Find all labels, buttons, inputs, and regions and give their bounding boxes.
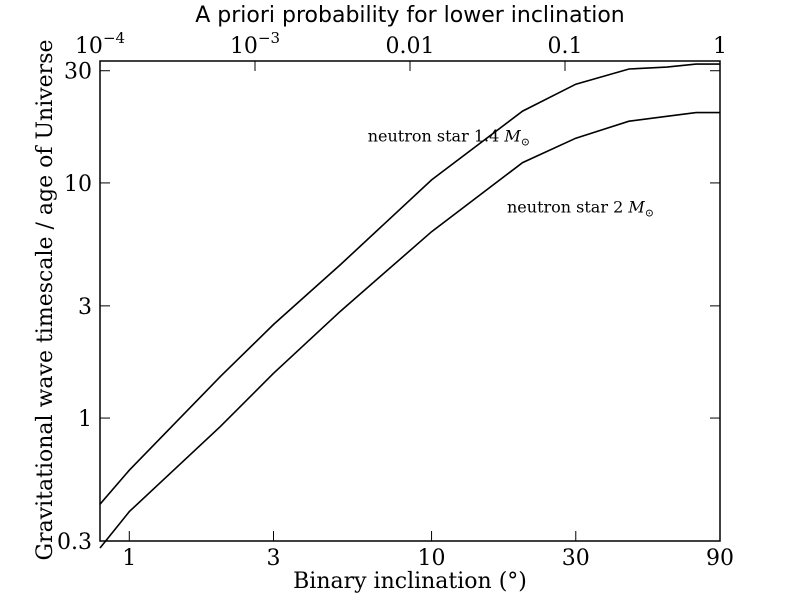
annotation-group: neutron star 1.4 M⊙ neutron star 2 M⊙ <box>368 127 654 220</box>
x-axis-label: Binary inclination (°) <box>293 569 527 594</box>
top-axis-label: A priori probability for lower inclinati… <box>195 3 624 28</box>
x-tick-label: 10 <box>418 546 446 571</box>
y-tick-label: 0.3 <box>57 530 92 555</box>
annotation-label-1-4: neutron star 1.4 M⊙ <box>368 127 530 149</box>
x-tick-label: 90 <box>706 546 734 571</box>
y-tick-label: 3 <box>78 295 92 320</box>
x-tick-label: 30 <box>562 546 590 571</box>
y-axis-label: Gravitational wave timescale / age of Un… <box>33 39 58 560</box>
y-tick-label: 30 <box>64 60 92 85</box>
series-line-1 <box>99 63 720 505</box>
x-tick-label: 3 <box>267 546 281 571</box>
curve-group <box>99 63 720 549</box>
top-tick-label: 10−3 <box>230 29 280 59</box>
y-tick-label: 10 <box>64 172 92 197</box>
annotation-label-2: neutron star 2 M⊙ <box>507 197 654 219</box>
top-tick-label: 1 <box>713 34 727 59</box>
x-tick-label: 1 <box>122 546 136 571</box>
top-tick-label: 10−4 <box>75 29 125 59</box>
top-tick-label: 0.01 <box>386 34 435 59</box>
y-tick-label: 1 <box>78 407 92 432</box>
series-line-2 <box>99 111 720 549</box>
top-tick-label: 0.1 <box>548 34 583 59</box>
